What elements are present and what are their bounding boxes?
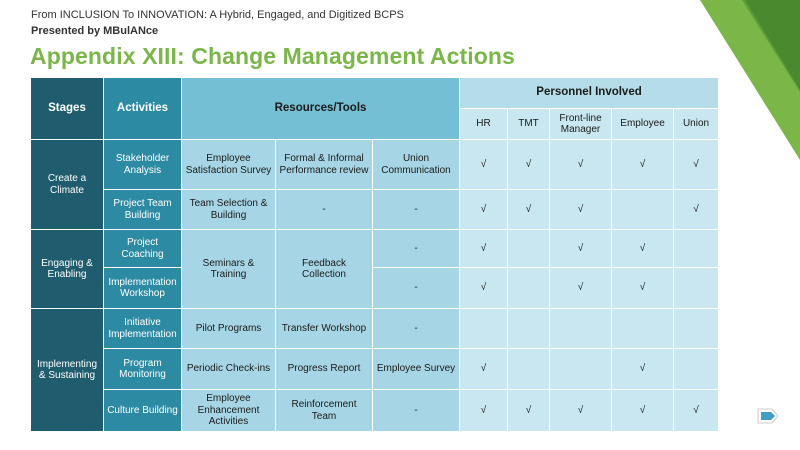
col-resources-header: Resources/Tools (180, 77, 461, 140)
activity-cell: Implementation Workshop (103, 267, 182, 309)
stage-engaging-enabling: Engaging & Enabling (30, 229, 104, 309)
tool-cell: Reinforcement Team (275, 389, 373, 432)
check-cell: √ (459, 389, 509, 432)
personnel-hr: HR (459, 108, 509, 140)
check-cell: √ (611, 389, 675, 432)
check-cell: √ (459, 189, 509, 230)
check-cell (673, 348, 720, 390)
tool-cell: Team Selection & Building (181, 189, 276, 230)
check-cell: √ (549, 139, 613, 190)
tool-cell: Employee Enhancement Activities (181, 389, 276, 432)
personnel-header-row: HR TMT Front-line Manager Employee Union (31, 108, 720, 140)
table-row: Implementation Workshop - √ √ √ (31, 267, 720, 309)
check-cell (611, 308, 675, 349)
check-cell: √ (673, 139, 720, 190)
check-cell (507, 348, 551, 390)
table-row: Program Monitoring Periodic Check-ins Pr… (31, 348, 720, 390)
activity-cell: Initiative Implementation (103, 308, 182, 349)
activity-cell: Culture Building (103, 389, 182, 432)
check-cell (549, 308, 613, 349)
tool-cell: Formal & Informal Performance review (275, 139, 373, 190)
check-cell: √ (459, 348, 509, 390)
tool-cell: - (371, 308, 461, 349)
check-cell (673, 308, 720, 349)
check-cell: √ (673, 189, 720, 230)
check-cell: √ (507, 389, 551, 432)
check-cell: √ (549, 229, 613, 268)
tool-cell: - (275, 189, 373, 230)
tool-cell: Employee Satisfaction Survey (181, 139, 276, 190)
table-row: Engaging & Enabling Project Coaching Sem… (30, 229, 720, 309)
tool-cell: Employee Survey (371, 348, 461, 390)
check-cell (673, 229, 720, 268)
personnel-frontline-manager: Front-line Manager (549, 108, 613, 140)
tool-cell: Pilot Programs (181, 308, 276, 349)
check-cell: √ (611, 139, 675, 190)
change-management-table: Stages Activities Resources/Tools Person… (30, 77, 720, 432)
tool-cell: - (371, 189, 461, 230)
presentation-subtitle: From INCLUSION To INNOVATION: A Hybrid, … (31, 9, 404, 21)
tool-cell: Feedback Collection (275, 229, 373, 309)
check-cell (507, 308, 551, 349)
check-cell: √ (459, 229, 509, 268)
check-cell (549, 348, 613, 390)
check-cell: √ (459, 267, 509, 309)
activity-cell: Project Team Building (103, 189, 182, 230)
check-cell (673, 267, 720, 309)
presenter-line: Presented by MBulANce (31, 25, 159, 37)
check-cell: √ (507, 139, 551, 190)
tool-cell: Seminars & Training (181, 229, 276, 309)
stage-create-climate: Create a Climate (30, 139, 104, 230)
check-cell (507, 267, 551, 309)
header-row: Stages Activities Resources/Tools Person… (30, 77, 720, 140)
activity-cell: Program Monitoring (103, 348, 182, 390)
tool-cell: Union Communication (371, 139, 461, 190)
tool-cell: Transfer Workshop (275, 308, 373, 349)
check-cell (459, 308, 509, 349)
check-cell: √ (611, 229, 675, 268)
check-cell: √ (459, 139, 509, 190)
tool-cell: - (371, 229, 461, 268)
check-cell: √ (549, 189, 613, 230)
tool-cell: - (371, 267, 461, 309)
activity-cell: Stakeholder Analysis (103, 139, 182, 190)
table-row: Project Team Building Team Selection & B… (31, 189, 720, 230)
personnel-tmt: TMT (507, 108, 551, 140)
personnel-employee: Employee (611, 108, 675, 140)
activity-cell: Project Coaching (103, 229, 182, 268)
tool-cell: - (371, 389, 461, 432)
page-title: Appendix XIII: Change Management Actions (30, 43, 515, 69)
check-cell: √ (611, 348, 675, 390)
table-row: Implementing & Sustaining Initiative Imp… (30, 308, 720, 432)
tool-cell: Periodic Check-ins (181, 348, 276, 390)
check-cell: √ (549, 389, 613, 432)
col-stages-header: Stages (30, 77, 104, 140)
check-cell: √ (549, 267, 613, 309)
table-row: Culture Building Employee Enhancement Ac… (31, 389, 720, 432)
check-cell (611, 189, 675, 230)
check-cell: √ (611, 267, 675, 309)
stage-implementing-sustaining: Implementing & Sustaining (30, 308, 104, 432)
check-cell (507, 229, 551, 268)
col-activities-header: Activities (103, 77, 182, 140)
table-row: Create a Climate Stakeholder Analysis Em… (30, 139, 720, 230)
personnel-union: Union (673, 108, 720, 140)
back-arrow-icon[interactable] (756, 405, 780, 432)
col-personnel-header: Personnel Involved (459, 77, 720, 109)
tool-cell: Progress Report (275, 348, 373, 390)
check-cell: √ (673, 389, 720, 432)
check-cell: √ (507, 189, 551, 230)
